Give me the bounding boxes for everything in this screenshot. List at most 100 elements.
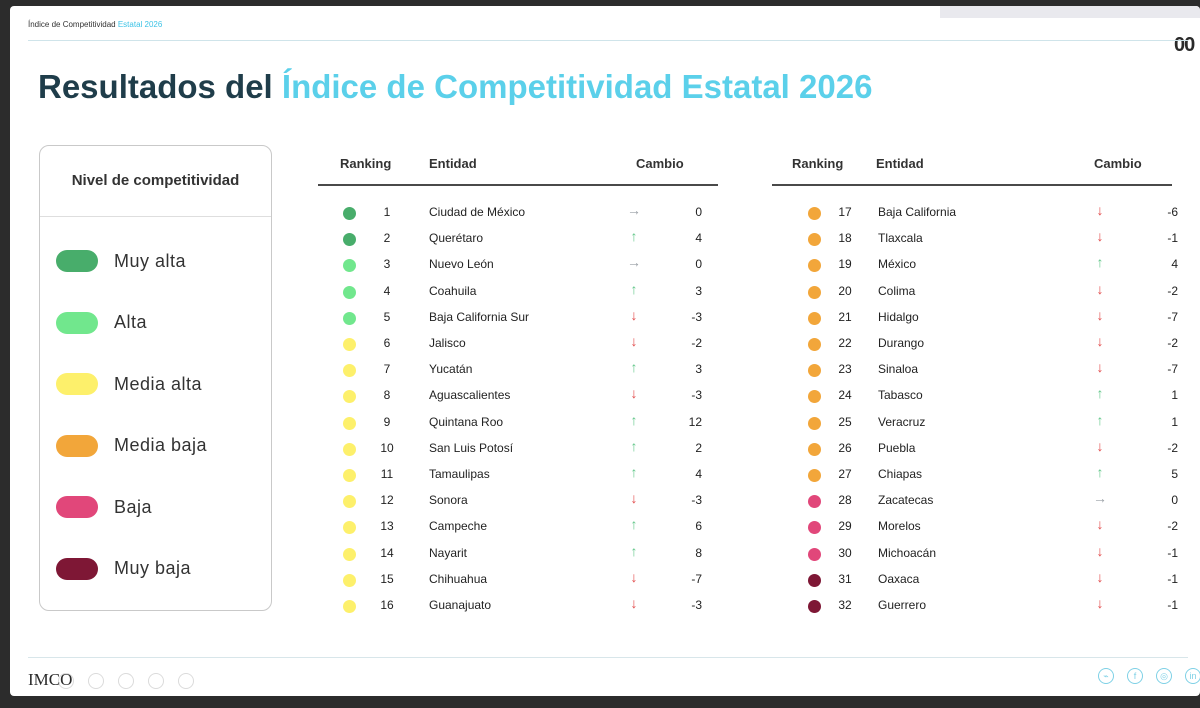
rank-value: 15 (380, 571, 394, 586)
rank-value: 13 (380, 519, 394, 534)
table-row: 29 Morelos ↓ -2 (772, 514, 1178, 540)
entity-name: Guerrero (878, 598, 927, 612)
entity-name: Morelos (878, 519, 921, 534)
entity-name: San Luis Potosí (429, 440, 514, 455)
web-icon[interactable]: ⌁ (1098, 668, 1114, 684)
header-underline (318, 184, 718, 186)
entity-name: Chiapas (878, 467, 923, 481)
change-value: -1 (1167, 598, 1178, 612)
change-value: 0 (1171, 493, 1178, 508)
table-row: 1 Ciudad de México → 0 (318, 200, 718, 226)
legend-label: Alta (114, 312, 148, 332)
level-dot (343, 390, 356, 404)
level-dot (808, 390, 821, 404)
entity-name: Tabasco (878, 388, 923, 403)
legend-swatch (56, 557, 98, 580)
arrow-down-icon: ↓ (1096, 595, 1104, 611)
level-dot (808, 547, 821, 561)
rank-value: 2 (383, 231, 391, 246)
table-row: 23 Sinaloa ↓ -7 (772, 357, 1178, 383)
table-row: 28 Zacatecas → 0 (772, 488, 1178, 514)
rank-value: 7 (383, 362, 391, 377)
legend-swatch (56, 373, 98, 395)
instagram-icon[interactable]: ◎ (1156, 668, 1172, 684)
table-row: 32 Guerrero ↓ -1 (772, 593, 1178, 619)
level-dot (343, 600, 356, 613)
rank-value: 28 (838, 493, 852, 508)
rank-value: 3 (383, 257, 391, 272)
page-title-accent: Índice de Competitividad Estatal 2026 (281, 68, 873, 105)
entity-name: Sonora (429, 493, 468, 508)
legend-swatch (56, 496, 98, 518)
level-dot (808, 495, 821, 509)
level-dot (808, 521, 821, 535)
toolbar-next-icon[interactable] (88, 673, 104, 689)
header-cambio: Cambio (1094, 156, 1142, 171)
arrow-right-icon: → (627, 202, 641, 218)
table-row: 30 Michoacán ↓ -1 (772, 541, 1178, 567)
table-row: 14 Nayarit ↑ 8 (318, 541, 718, 567)
change-value: -3 (691, 388, 702, 403)
change-value: -2 (1167, 283, 1178, 298)
level-dot (343, 233, 356, 247)
entity-name: Nayarit (429, 545, 468, 560)
change-value: 3 (695, 362, 702, 377)
legend-item: Media baja (56, 433, 207, 459)
table-row: 5 Baja California Sur ↓ -3 (318, 305, 718, 331)
rank-value: 9 (383, 414, 391, 429)
legend-panel: Nivel de competitividad Muy alta Alta Medi… (39, 145, 272, 611)
arrow-down-icon: ↓ (1096, 568, 1104, 585)
change-value: 4 (1171, 257, 1178, 272)
entity-name: Puebla (878, 440, 916, 455)
change-value: 3 (695, 283, 702, 298)
rank-value: 1 (383, 205, 391, 219)
entity-name: Chihuahua (429, 571, 488, 586)
linkedin-icon[interactable]: in (1185, 668, 1200, 684)
table-row: 17 Baja California ↓ -6 (772, 200, 1178, 226)
rank-value: 19 (838, 257, 852, 272)
legend-item: Media alta (56, 371, 202, 397)
level-dot (343, 311, 356, 325)
header-ranking: Ranking (340, 156, 392, 171)
arrow-up-icon: ↑ (630, 464, 638, 480)
change-value: -7 (1167, 362, 1178, 377)
arrow-right-icon: → (1093, 490, 1107, 507)
rank-value: 24 (838, 388, 852, 403)
toolbar-more-icon[interactable] (178, 673, 194, 689)
rank-value: 11 (380, 467, 394, 481)
entity-name: Querétaro (429, 231, 484, 246)
arrow-up-icon: ↑ (630, 359, 638, 376)
toolbar-prev-icon[interactable] (58, 673, 74, 689)
arrow-down-icon: ↓ (1096, 359, 1104, 376)
facebook-icon[interactable]: f (1127, 668, 1143, 684)
level-dot (343, 416, 356, 430)
header-underline (772, 184, 1172, 186)
arrow-down-icon: ↓ (1096, 437, 1104, 454)
legend-item: Muy baja (56, 556, 191, 582)
entity-name: Aguascalientes (429, 388, 511, 403)
change-value: 4 (695, 467, 702, 481)
rank-value: 8 (383, 388, 391, 403)
toolbar-zoom-icon[interactable] (148, 673, 164, 689)
change-value: 12 (688, 414, 702, 429)
arrow-down-icon: ↓ (1096, 542, 1104, 559)
change-value: -2 (1167, 519, 1178, 534)
header-entidad: Entidad (876, 156, 924, 171)
change-value: -2 (691, 336, 702, 350)
level-dot (808, 311, 821, 325)
level-dot (808, 469, 821, 482)
level-dot (808, 259, 821, 273)
arrow-down-icon: ↓ (1096, 202, 1104, 218)
table-row: 27 Chiapas ↑ 5 (772, 462, 1178, 488)
arrow-down-icon: ↓ (630, 385, 638, 402)
table-row: 6 Jalisco ↓ -2 (318, 331, 718, 357)
page-title-main: Resultados del (38, 68, 273, 105)
table-row: 21 Hidalgo ↓ -7 (772, 305, 1178, 331)
change-value: -2 (1167, 336, 1178, 350)
change-value: -3 (691, 309, 702, 324)
rank-value: 26 (838, 440, 852, 455)
entity-name: Baja California (878, 205, 957, 219)
toolbar-slides-icon[interactable] (118, 673, 134, 689)
level-dot (343, 338, 356, 351)
level-dot (343, 573, 356, 587)
